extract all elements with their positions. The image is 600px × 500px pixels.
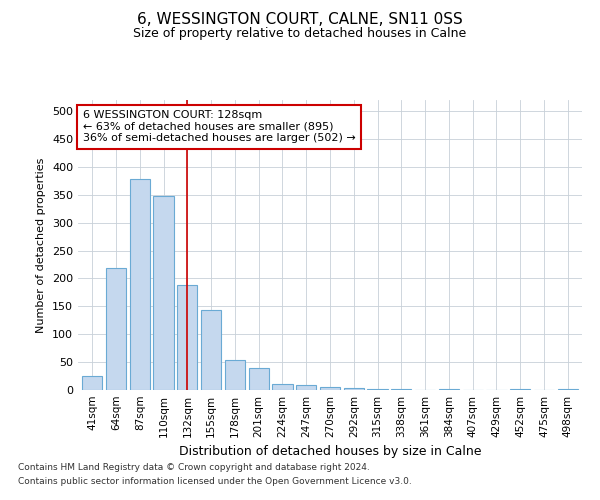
Bar [130,179,150,390]
Text: 6, WESSINGTON COURT, CALNE, SN11 0SS: 6, WESSINGTON COURT, CALNE, SN11 0SS [137,12,463,28]
Bar [177,285,197,390]
Bar [82,376,103,390]
Text: Contains HM Land Registry data © Crown copyright and database right 2024.: Contains HM Land Registry data © Crown c… [18,464,370,472]
Bar [225,360,245,390]
X-axis label: Distribution of detached houses by size in Calne: Distribution of detached houses by size … [179,446,481,458]
Bar [201,310,221,390]
Bar [106,268,126,390]
Text: Contains public sector information licensed under the Open Government Licence v3: Contains public sector information licen… [18,477,412,486]
Text: 6 WESSINGTON COURT: 128sqm
← 63% of detached houses are smaller (895)
36% of sem: 6 WESSINGTON COURT: 128sqm ← 63% of deta… [83,110,356,144]
Text: Size of property relative to detached houses in Calne: Size of property relative to detached ho… [133,28,467,40]
Bar [510,389,530,390]
Y-axis label: Number of detached properties: Number of detached properties [37,158,46,332]
Bar [367,389,388,390]
Bar [344,388,364,390]
Bar [154,196,173,390]
Bar [248,368,269,390]
Bar [320,386,340,390]
Bar [439,389,459,390]
Bar [272,384,293,390]
Bar [296,385,316,390]
Bar [557,389,578,390]
